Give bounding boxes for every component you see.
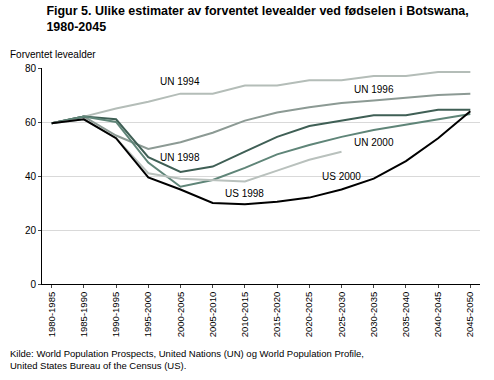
svg-text:UN 1994: UN 1994 — [160, 76, 200, 87]
svg-text:2030-2035: 2030-2035 — [368, 292, 379, 337]
svg-text:2020-2025: 2020-2025 — [303, 292, 314, 337]
svg-text:2035-2040: 2035-2040 — [400, 292, 411, 337]
svg-text:80: 80 — [25, 63, 37, 74]
svg-text:40: 40 — [25, 171, 37, 182]
svg-text:Figur 5. Ulike estimater av fo: Figur 5. Ulike estimater av forventet le… — [46, 4, 468, 34]
svg-text:Kilde: World Population Prospe: Kilde: World Population Prospects, Unite… — [10, 348, 364, 371]
svg-text:1980-1985: 1980-1985 — [46, 292, 57, 337]
svg-text:60: 60 — [25, 117, 37, 128]
svg-text:2005-2010: 2005-2010 — [207, 292, 218, 337]
svg-text:2015-2020: 2015-2020 — [271, 292, 282, 337]
svg-text:0: 0 — [30, 279, 36, 290]
svg-text:US 2000: US 2000 — [322, 171, 361, 182]
svg-text:2010-2015: 2010-2015 — [239, 292, 250, 337]
svg-text:20: 20 — [25, 225, 37, 236]
svg-text:UN 1998: UN 1998 — [160, 152, 200, 163]
svg-text:1985-1990: 1985-1990 — [78, 292, 89, 337]
svg-text:1990-1995: 1990-1995 — [110, 292, 121, 337]
svg-text:Forventet levealder: Forventet levealder — [10, 49, 96, 60]
svg-text:2025-2030: 2025-2030 — [336, 292, 347, 337]
svg-text:2000-2005: 2000-2005 — [175, 292, 186, 337]
svg-text:UN 1996: UN 1996 — [354, 84, 394, 95]
svg-text:2045-2050: 2045-2050 — [464, 292, 475, 337]
svg-text:2040-2045: 2040-2045 — [432, 292, 443, 337]
svg-text:US 1998: US 1998 — [225, 188, 264, 199]
svg-text:UN 2000: UN 2000 — [354, 137, 394, 148]
svg-text:1995-2000: 1995-2000 — [142, 292, 153, 337]
